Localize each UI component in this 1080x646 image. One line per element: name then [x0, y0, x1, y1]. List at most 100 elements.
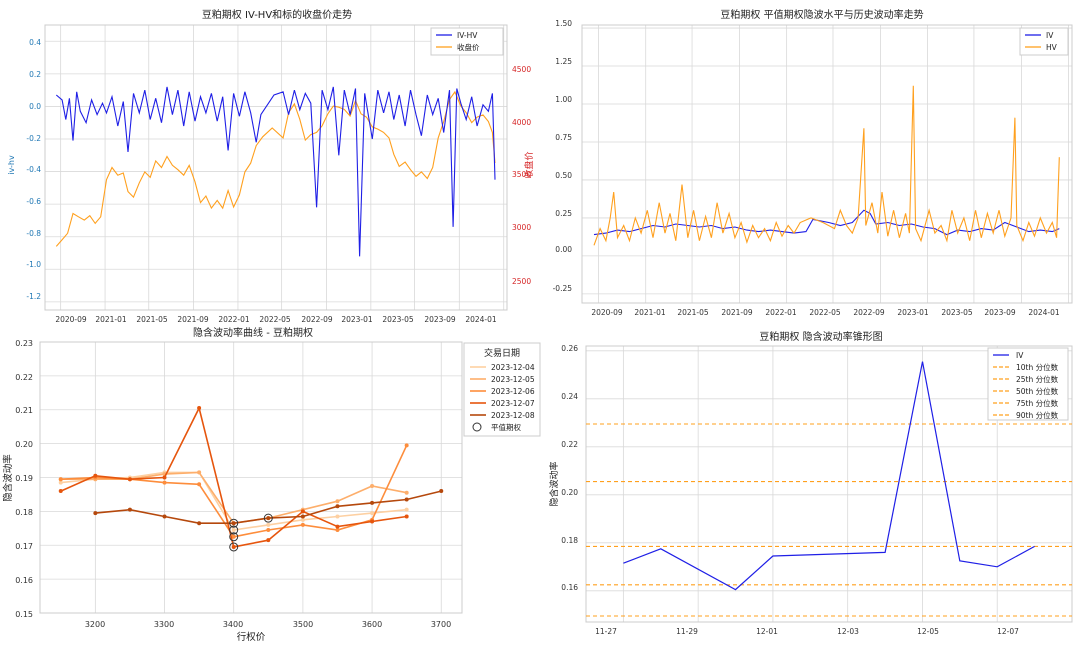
legend-label: 平值期权	[491, 422, 521, 432]
data-point	[370, 511, 375, 516]
chart-title: 豆粕期权 隐含波动率锥形图	[759, 330, 882, 343]
x-tick-labels: 3200 3300 3400 3500 3600 3700	[85, 620, 451, 629]
x-tick-label: 12-07	[997, 627, 1019, 636]
x-tick-label: 2023-09	[424, 315, 456, 324]
data-point	[300, 522, 305, 527]
atm-marker	[229, 532, 239, 542]
y-right-tick-label: 3500	[512, 170, 531, 179]
data-point	[127, 477, 132, 482]
data-point	[370, 483, 375, 488]
legend: IV-HV 收盘价	[430, 27, 504, 56]
x-tick-label: 3700	[431, 620, 451, 629]
data-point	[300, 509, 305, 514]
y-tick-label: 0.17	[15, 542, 33, 551]
x-tick-label: 11-29	[676, 627, 698, 636]
data-point	[197, 470, 202, 475]
data-point	[231, 534, 236, 539]
data-point	[404, 507, 409, 512]
legend-box	[463, 342, 541, 437]
x-tick-label: 12-01	[756, 627, 778, 636]
atm-marker	[229, 518, 239, 528]
y-tick-label: -0.8	[26, 229, 41, 238]
legend-box	[1019, 27, 1069, 56]
iv-cone-chart: 豆粕期权 隐含波动率锥形图 0.16 0.18 0.20 0.22 0.24 0…	[548, 330, 1073, 636]
y-tick-label: 0.23	[15, 339, 33, 348]
grid	[582, 25, 1072, 303]
y-tick-label: 0.22	[15, 373, 33, 382]
data-point	[162, 480, 167, 485]
y-tick-label: 0.25	[555, 209, 572, 218]
data-point	[266, 528, 271, 533]
plot-frame	[39, 341, 463, 614]
legend-label: 90th 分位数	[1016, 410, 1059, 420]
series-line-close-price	[55, 90, 496, 247]
series-layer	[593, 85, 1060, 246]
data-point	[93, 473, 98, 478]
data-point	[439, 489, 444, 494]
y-right-tick-label: 3000	[512, 223, 531, 232]
x-tick-label: 2020-09	[55, 315, 87, 324]
x-tick-label: 2021-09	[721, 308, 753, 317]
y-tick-label: 0.16	[15, 576, 33, 585]
atm-marker	[229, 525, 239, 535]
atm-marker	[229, 542, 239, 552]
x-tick-label: 2023-01	[897, 308, 929, 317]
y-tick-label: 0.18	[561, 536, 578, 545]
x-tick-label: 2022-05	[809, 308, 841, 317]
x-tick-label: 2020-09	[591, 308, 623, 317]
iv-smile-chart: 隐含波动率曲线 - 豆粕期权 0.23 0.22 0.21 0.20 0.19 …	[2, 326, 541, 643]
data-point	[197, 406, 202, 411]
x-tick-label: 3400	[223, 620, 243, 629]
y-tick-label: -1.0	[26, 260, 41, 269]
iv-hv-trend-chart: 豆粕期权 平值期权隐波水平与历史波动率走势 1.50 1.25 1.00 0.7…	[553, 8, 1073, 317]
data-point	[404, 443, 409, 448]
data-point	[266, 538, 271, 543]
x-tick-label: 12-03	[837, 627, 859, 636]
x-tick-label: 2024-01	[1028, 308, 1060, 317]
y-tick-label: 0.20	[15, 440, 33, 449]
y-tick-label: -0.25	[553, 284, 573, 293]
x-tick-label: 2022-01	[218, 315, 250, 324]
y-tick-label: 0.19	[15, 474, 33, 483]
y-tick-label: 1.25	[555, 57, 572, 66]
series-layer	[55, 86, 496, 257]
x-tick-label: 2022-09	[853, 308, 885, 317]
y-tick-label: 0.18	[15, 508, 33, 517]
y-right-tick-label: 4000	[512, 118, 531, 127]
y-tick-labels: 0.16 0.18 0.20 0.22 0.24 0.26	[561, 344, 578, 592]
legend-title: 交易日期	[484, 347, 520, 359]
x-tick-label: 2022-05	[259, 315, 291, 324]
y-tick-label: 0.21	[15, 406, 33, 415]
legend: IV HV	[1019, 27, 1069, 56]
legend-label: 2023-12-04	[491, 363, 535, 372]
plot-frame	[581, 24, 1073, 304]
x-tick-label: 2021-05	[677, 308, 709, 317]
x-tick-label: 2022-01	[765, 308, 797, 317]
y-tick-labels: 0.23 0.22 0.21 0.20 0.19 0.18 0.17 0.16 …	[15, 339, 33, 619]
y-tick-label: 0.15	[15, 610, 33, 619]
x-tick-label: 3300	[154, 620, 174, 629]
series-layer	[58, 405, 444, 552]
data-point	[58, 489, 63, 494]
legend-label: 2023-12-08	[491, 411, 535, 420]
y-tick-label: 0.24	[561, 392, 578, 401]
legend-label: 收盘价	[457, 42, 480, 52]
data-point	[300, 514, 305, 519]
x-tick-label: 2023-05	[941, 308, 973, 317]
series-line-iv	[623, 361, 1035, 591]
x-tick-label: 3200	[85, 620, 105, 629]
y-tick-label: 1.50	[555, 19, 572, 28]
legend-box	[430, 27, 504, 56]
x-tick-label: 2024-01	[465, 315, 497, 324]
data-point	[127, 507, 132, 512]
x-tick-label: 2021-05	[136, 315, 168, 324]
data-point	[404, 497, 409, 502]
y-right-tick-label: 2500	[512, 277, 531, 286]
data-point	[404, 514, 409, 519]
y-tick-labels: 1.50 1.25 1.00 0.75 0.50 0.25 0.00 -0.25	[553, 19, 573, 293]
legend-label: 2023-12-07	[491, 399, 535, 408]
data-point	[197, 482, 202, 487]
data-point	[197, 521, 202, 526]
y-tick-label: -1.2	[26, 292, 41, 301]
